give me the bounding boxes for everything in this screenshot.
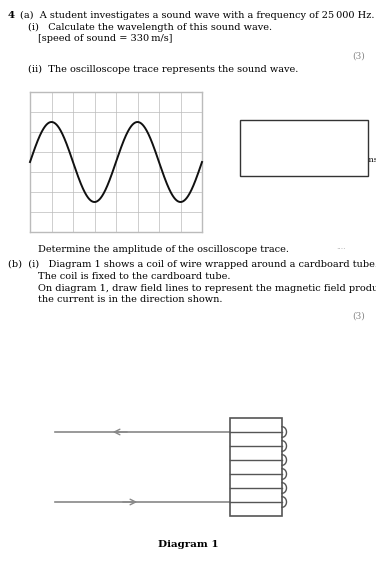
Text: (ii)  The oscilloscope trace represents the sound wave.: (ii) The oscilloscope trace represents t… xyxy=(28,65,299,74)
Text: (3): (3) xyxy=(352,52,365,61)
Bar xyxy=(240,120,368,176)
Text: 4: 4 xyxy=(8,11,15,20)
Bar xyxy=(30,92,202,232)
Text: On diagram 1, draw field lines to represent the magnetic field produced when: On diagram 1, draw field lines to repres… xyxy=(38,284,376,293)
Text: ....: .... xyxy=(336,243,346,251)
Text: Diagram 1: Diagram 1 xyxy=(158,540,218,549)
Text: [speed of sound = 330 m/s]: [speed of sound = 330 m/s] xyxy=(38,34,173,43)
Text: x direction: 1 square = 0.01 ms: x direction: 1 square = 0.01 ms xyxy=(245,156,376,164)
Text: Oscilloscope settings: Oscilloscope settings xyxy=(245,125,351,134)
Text: Determine the amplitude of the oscilloscope trace.: Determine the amplitude of the oscillosc… xyxy=(38,245,289,254)
Text: (i)   Calculate the wavelength of this sound wave.: (i) Calculate the wavelength of this sou… xyxy=(28,23,272,32)
Text: (3): (3) xyxy=(352,312,365,321)
Bar xyxy=(230,418,282,516)
Text: The coil is fixed to the cardboard tube.: The coil is fixed to the cardboard tube. xyxy=(38,272,230,281)
Text: y direction: 1 square = 5V: y direction: 1 square = 5V xyxy=(245,140,356,148)
Text: the current is in the direction shown.: the current is in the direction shown. xyxy=(38,295,223,304)
Text: (b)  (i)   Diagram 1 shows a coil of wire wrapped around a cardboard tube.: (b) (i) Diagram 1 shows a coil of wire w… xyxy=(8,260,376,269)
Text: (a)  A student investigates a sound wave with a frequency of 25 000 Hz.: (a) A student investigates a sound wave … xyxy=(20,11,374,20)
